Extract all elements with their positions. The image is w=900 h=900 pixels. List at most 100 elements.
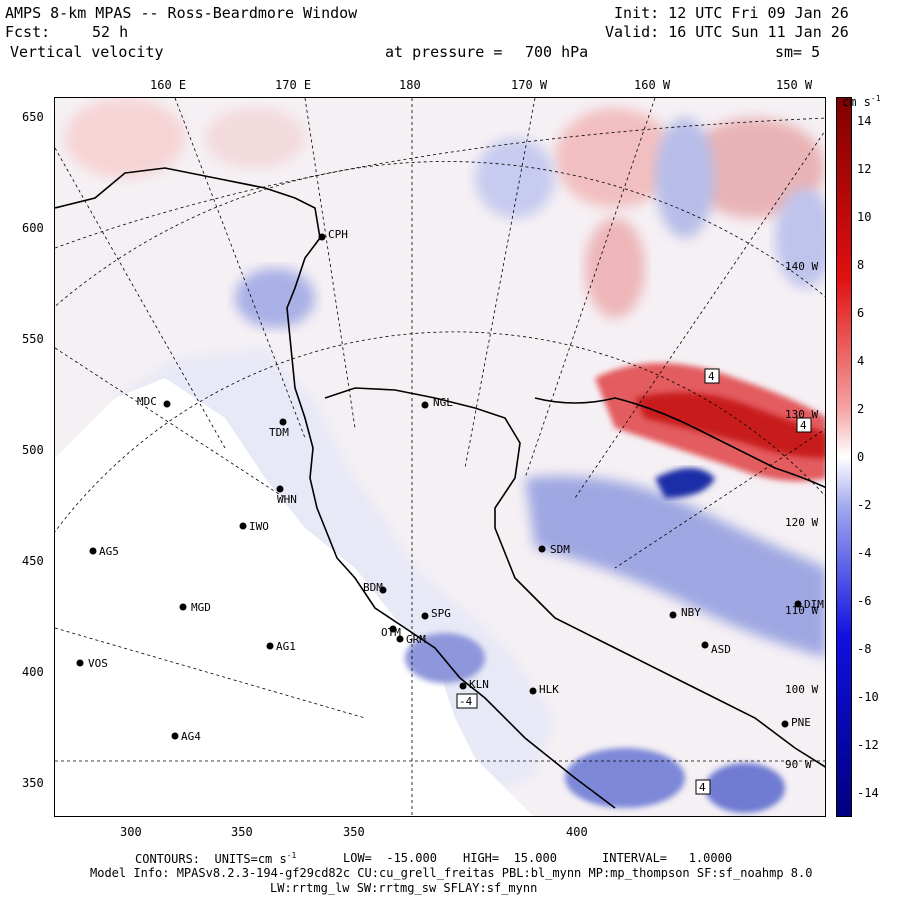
contour-label: 4 [708, 370, 715, 383]
contours-high: HIGH= 15.000 [463, 851, 557, 865]
station-label: BDM [363, 581, 383, 594]
station-label: SDM [550, 543, 570, 556]
y-tick: 550 [22, 332, 44, 346]
y-tick: 350 [22, 776, 44, 790]
station-marker[interactable] [421, 401, 429, 409]
smoothing-label: sm= 5 [775, 43, 821, 61]
colorbar [836, 97, 852, 817]
station-label: KLN [469, 678, 489, 691]
red-patch [685, 118, 825, 218]
station-label: MDC [137, 395, 157, 408]
coastline [55, 167, 825, 809]
contour-label: 4 [800, 419, 807, 432]
station-marker[interactable] [538, 545, 546, 553]
station-marker[interactable] [529, 687, 537, 695]
valid-time: Valid: 16 UTC Sun 11 Jan 26 [605, 23, 849, 41]
map-title: AMPS 8-km MPAS -- Ross-Beardmore Window [5, 4, 358, 22]
meridian-label: 90 W [785, 758, 812, 771]
meridian-label: 130 W [785, 408, 818, 421]
lon-tick: 160 E [150, 78, 187, 92]
station-label: ASD [711, 643, 731, 656]
model-info-line2: LW:rrtmg_lw SW:rrtmg_sw SFLAY:sf_mynn [270, 881, 538, 895]
station-marker[interactable] [396, 635, 404, 643]
station-marker[interactable] [276, 485, 284, 493]
colorbar-tick-label: 10 [857, 210, 872, 224]
pink-patch [65, 98, 185, 178]
station-marker[interactable] [179, 603, 187, 611]
colorbar-tick-label: 4 [857, 354, 865, 368]
station-marker[interactable] [379, 586, 387, 594]
station-marker[interactable] [171, 732, 179, 740]
station-label: AG5 [99, 545, 119, 558]
station-label: HLK [539, 683, 559, 696]
vertical-velocity-map[interactable]: 4 4 -4 4 CPH NGL MDC TDM WHN IWO AG5 SDM BDM MGD S… [54, 97, 826, 817]
station-marker[interactable] [279, 418, 287, 426]
station-marker[interactable] [266, 642, 274, 650]
station-marker[interactable] [76, 659, 84, 667]
red-patch [555, 108, 675, 208]
init-time: Init: 12 UTC Fri 09 Jan 26 [614, 4, 849, 22]
station-marker[interactable] [389, 625, 397, 633]
lon-tick: 170 W [511, 78, 548, 92]
station-label: GRM [406, 633, 426, 646]
x-tick: 300 [120, 825, 142, 839]
station-label: MGD [191, 601, 211, 614]
meridian-label: 120 W [785, 516, 818, 529]
station-marker[interactable] [239, 522, 247, 530]
lon-tick: 150 W [776, 78, 813, 92]
station-label: CPH [328, 228, 348, 241]
contours-low: LOW= -15.000 [343, 851, 437, 865]
station-label: DIM [804, 598, 824, 611]
colorbar-tick-label: 14 [857, 114, 872, 128]
station-marker[interactable] [318, 233, 326, 241]
station-marker[interactable] [89, 547, 97, 555]
no-data-region [55, 378, 533, 816]
station-marker[interactable] [163, 400, 171, 408]
station-marker[interactable] [459, 682, 467, 690]
station-marker[interactable] [669, 611, 677, 619]
colorbar-tick-label: -14 [857, 786, 879, 800]
colorbar-tick-label: -2 [857, 498, 872, 512]
station-label: NBY [681, 606, 701, 619]
colorbar-tick-label: 8 [857, 258, 865, 272]
descent-band [525, 476, 825, 658]
meridian-label: 140 W [785, 260, 818, 273]
station-marker[interactable] [701, 641, 709, 649]
y-tick: 400 [22, 665, 44, 679]
descent-core [655, 468, 715, 498]
colorbar-tick-label: -8 [857, 642, 872, 656]
station-label: SPG [431, 607, 451, 620]
y-tick: 450 [22, 554, 44, 568]
blue-patch [565, 748, 685, 808]
field-name: Vertical velocity [10, 43, 164, 61]
meridian-label: 100 W [785, 683, 818, 696]
contours-info: CONTOURS: UNITS=cm s-1 [135, 851, 297, 866]
y-tick: 500 [22, 443, 44, 457]
meridian-label: 110 W [785, 604, 818, 617]
blue-patch [705, 763, 785, 813]
colorbar-tick-label: 0 [857, 450, 865, 464]
red-patch [585, 218, 645, 318]
blue-patch [235, 268, 315, 328]
y-tick: 650 [22, 110, 44, 124]
station-label: AG1 [276, 640, 296, 653]
contours-interval: INTERVAL= 1.0000 [602, 851, 733, 865]
contour-label: -4 [459, 695, 473, 708]
station-label: WHN [277, 493, 297, 506]
graticule [55, 98, 825, 816]
meridian-label-group: 140 W 130 W 120 W 110 W 100 W 90 W [785, 260, 818, 771]
station-marker[interactable] [421, 612, 429, 620]
y-tick: 600 [22, 221, 44, 235]
forecast-hours: 52 h [92, 23, 129, 41]
station-label: NGL [433, 396, 453, 409]
colorbar-units: cm s-1 [842, 94, 881, 109]
level-label: at pressure = [385, 43, 503, 61]
station-marker[interactable] [781, 720, 789, 728]
station-marker[interactable] [794, 600, 802, 608]
map-canvas: 4 4 -4 4 CPH NGL MDC TDM WHN IWO AG5 SDM BDM MGD S… [55, 98, 825, 816]
blue-patch [655, 118, 715, 238]
level-value: 700 hPa [525, 43, 589, 61]
blue-patch [475, 138, 555, 218]
model-info: Model Info: MPASv8.2.3-194-gf29cd82c CU:… [90, 866, 813, 880]
station-label: IWO [249, 520, 269, 533]
